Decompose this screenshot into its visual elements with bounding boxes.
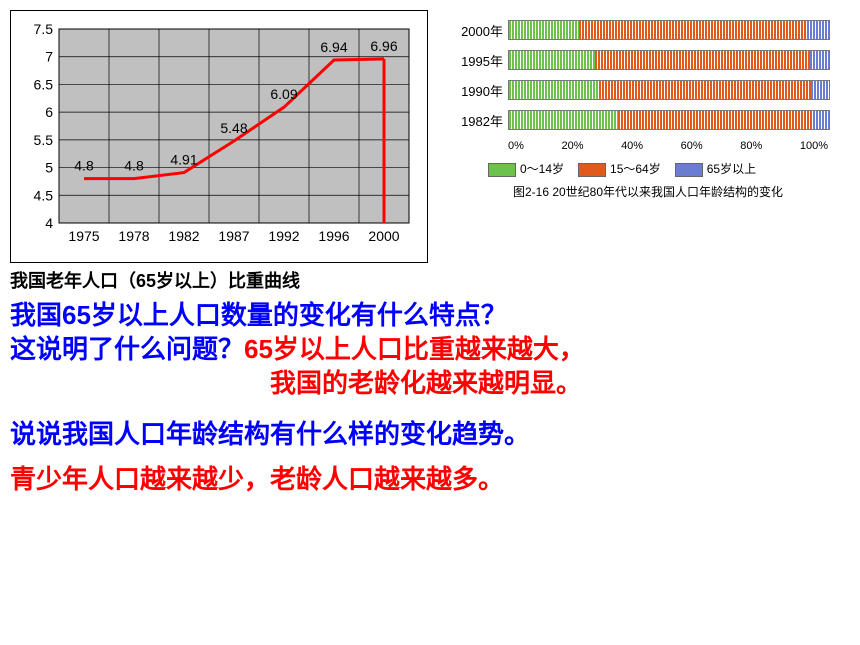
axis-tick: 20% [561,140,583,152]
legend-label: 0～14岁 [520,162,564,176]
svg-text:6.94: 6.94 [320,39,347,55]
answer-1-line-1: 65岁以上人口比重越来越大， [244,333,585,367]
question-1-line-1: 我国65岁以上人口数量的变化有什么特点？ [10,299,850,333]
svg-text:7: 7 [45,49,53,65]
stacked-bar [508,50,830,70]
axis-tick: 100% [800,140,828,152]
stacked-segment [807,21,829,39]
stacked-row: 1982年 [448,110,848,130]
svg-text:4.5: 4.5 [34,187,54,203]
stacked-bar [508,110,830,130]
stacked-segment [509,21,579,39]
stacked-segment [509,51,595,69]
svg-text:4.8: 4.8 [74,158,94,174]
svg-text:6.5: 6.5 [34,76,54,92]
stacked-segment [813,111,829,129]
svg-text:5.5: 5.5 [34,132,54,148]
stacked-segment [810,51,829,69]
stacked-chart: 2000年1995年1990年1982年 0%20%40%60%80%100% … [448,10,848,200]
stacked-segment [811,81,829,99]
stacked-segment [595,51,809,69]
line-chart-caption: 我国老年人口（65岁以上）比重曲线 [10,267,428,293]
svg-text:5: 5 [45,160,53,176]
stacked-row-label: 1995年 [448,51,508,70]
legend-swatch [675,163,703,177]
svg-text:4.8: 4.8 [124,158,144,174]
stacked-legend: 0～14岁 15～64岁 65岁以上 [488,160,848,177]
svg-text:1982: 1982 [168,228,199,244]
stacked-row-label: 1982年 [448,111,508,130]
answer-2: 青少年人口越来越少，老龄人口越来越多。 [10,463,850,497]
stacked-segment [579,21,806,39]
svg-text:7.5: 7.5 [34,21,54,37]
text-block: 我国65岁以上人口数量的变化有什么特点？ 这说明了什么问题？ 65岁以上人口比重… [10,299,850,497]
svg-text:1996: 1996 [318,228,349,244]
svg-text:1978: 1978 [118,228,149,244]
answer-1-line-2: 我国的老龄化越来越明显。 [10,367,850,401]
legend-swatch [488,163,516,177]
stacked-segment [618,111,813,129]
top-row: 4 4.5 5 5.5 6 6.5 7 7.5 1975 1978 1982 1987 1992 1996… [10,10,850,293]
legend-label: 65岁以上 [707,162,756,176]
svg-text:5.48: 5.48 [220,120,247,136]
stacked-row-label: 2000年 [448,21,508,40]
axis-tick: 80% [740,140,762,152]
svg-text:1992: 1992 [268,228,299,244]
stacked-rows: 2000年 1995年 1990年 1982年 [448,20,848,130]
stacked-chart-caption: 图2-16 20世纪80年代以来我国人口年龄结构的变化 [448,183,848,200]
line-chart-box: 4 4.5 5 5.5 6 6.5 7 7.5 1975 1978 1982 1987 1992 1996… [10,10,428,263]
question-2: 说说我国人口年龄结构有什么样的变化趋势。 [10,414,850,451]
stacked-bar [508,20,830,40]
line-chart-container: 4 4.5 5 5.5 6 6.5 7 7.5 1975 1978 1982 1987 1992 1996… [10,10,428,293]
stacked-bar [508,80,830,100]
svg-text:4.91: 4.91 [170,152,197,168]
axis-tick: 60% [681,140,703,152]
legend-item: 65岁以上 [675,160,756,177]
line-chart-svg: 4 4.5 5 5.5 6 6.5 7 7.5 1975 1978 1982 1987 1992 1996… [19,19,419,249]
svg-text:1975: 1975 [68,228,99,244]
axis-tick: 0% [508,140,524,152]
stacked-axis: 0% 20% 40% 60% 80% 100% [508,140,828,152]
legend-swatch [578,163,606,177]
svg-text:1987: 1987 [218,228,249,244]
svg-text:6.09: 6.09 [270,86,297,102]
legend-item: 15～64岁 [578,160,661,177]
question-1-line-2: 这说明了什么问题？ [10,333,244,367]
stacked-segment [509,81,599,99]
stacked-row: 1995年 [448,50,848,70]
svg-text:4: 4 [45,215,53,231]
stacked-row: 1990年 [448,80,848,100]
stacked-row-label: 1990年 [448,81,508,100]
stacked-segment [599,81,812,99]
stacked-segment [509,111,618,129]
stacked-row: 2000年 [448,20,848,40]
svg-text:6: 6 [45,104,53,120]
legend-label: 15～64岁 [610,162,661,176]
axis-tick: 40% [621,140,643,152]
svg-text:6.96: 6.96 [370,38,397,54]
legend-item: 0～14岁 [488,160,564,177]
svg-text:2000: 2000 [368,228,399,244]
